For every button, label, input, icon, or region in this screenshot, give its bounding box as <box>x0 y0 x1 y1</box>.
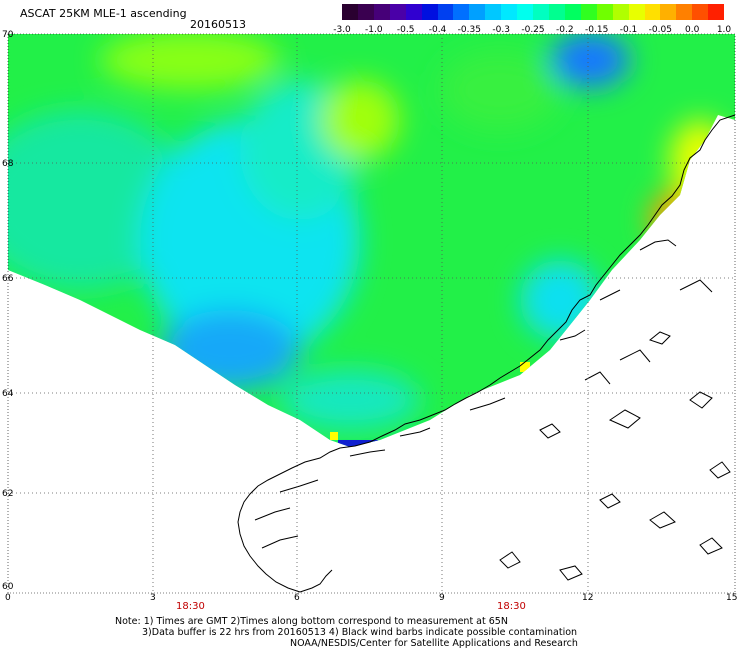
colorbar-segment <box>612 4 629 20</box>
colorbar-segment <box>564 4 581 20</box>
colorbar-segment <box>628 4 645 20</box>
colorbar <box>342 4 725 20</box>
colorbar-segment <box>548 4 565 20</box>
colorbar-tick-label: -0.5 <box>396 25 415 35</box>
lat-label-66: 66 <box>2 274 14 284</box>
lon-label-9: 9 <box>439 593 445 603</box>
colorbar-tick-label: -0.3 <box>492 25 510 35</box>
colorbar-tick-label: -0.1 <box>619 25 638 35</box>
lon-label-6: 6 <box>294 593 300 603</box>
colorbar-tick-label: -1.0 <box>365 25 383 35</box>
colorbar-segment <box>389 4 406 20</box>
coastline <box>237 114 736 593</box>
colorbar-segment <box>644 4 661 20</box>
colorbar-segment <box>580 4 597 20</box>
time-label-1: 18:30 <box>176 601 205 612</box>
lat-label-62: 62 <box>2 489 13 499</box>
lon-label-3: 3 <box>150 593 156 603</box>
colorbar-segment <box>676 4 693 20</box>
time-label-2: 18:30 <box>497 601 526 612</box>
lon-label-12: 12 <box>582 593 593 603</box>
colorbar-segment <box>485 4 502 20</box>
colorbar-tick-label: 1.0 <box>716 25 732 35</box>
lat-label-60: 60 <box>2 582 14 592</box>
colorbar-segment <box>517 4 534 20</box>
colorbar-tick-label: -3.0 <box>333 25 351 35</box>
colorbar-segment <box>453 4 470 20</box>
note-line-2: 3)Data buffer is 22 hrs from 20160513 4)… <box>142 627 578 638</box>
note-line-3: NOAA/NESDIS/Center for Satellite Applica… <box>290 638 578 649</box>
colorbar-segment <box>660 4 677 20</box>
colorbar-segment <box>469 4 486 20</box>
colorbar-segment <box>708 4 725 20</box>
lat-label-70: 70 <box>2 30 14 40</box>
colorbar-segment <box>501 4 518 20</box>
wind-data-swath <box>8 34 735 447</box>
colorbar-segment <box>692 4 709 20</box>
colorbar-segment <box>342 4 358 20</box>
lon-label-15: 15 <box>726 593 737 603</box>
colorbar-segment <box>596 4 613 20</box>
plot-title: ASCAT 25KM MLE-1 ascending <box>20 7 187 20</box>
colorbar-tick-label: 0.0 <box>684 25 700 35</box>
lat-label-68: 68 <box>2 159 14 169</box>
lon-label-0: 0 <box>5 593 11 603</box>
colorbar-segment <box>357 4 374 20</box>
colorbar-segment <box>437 4 454 20</box>
colorbar-tick-label: -0.15 <box>585 25 609 35</box>
colorbar-segment <box>373 4 390 20</box>
lat-label-64: 64 <box>2 389 14 399</box>
colorbar-tick-label: -0.4 <box>428 25 447 35</box>
colorbar-tick-label: -0.2 <box>556 25 574 35</box>
colorbar-segment <box>421 4 438 20</box>
colorbar-tick-label: -0.35 <box>457 25 481 35</box>
colorbar-segment <box>533 4 549 20</box>
colorbar-tick-label: -0.05 <box>648 25 672 35</box>
colorbar-tick-label: -0.25 <box>521 25 545 35</box>
plot-date: 20160513 <box>190 18 246 31</box>
note-line-1: Note: 1) Times are GMT 2)Times along bot… <box>115 616 508 627</box>
colorbar-labels: -3.0 -1.0 -0.5 -0.4 -0.35 -0.3 -0.25 -0.2 -0.15-… <box>332 25 734 37</box>
colorbar-segment <box>405 4 422 20</box>
